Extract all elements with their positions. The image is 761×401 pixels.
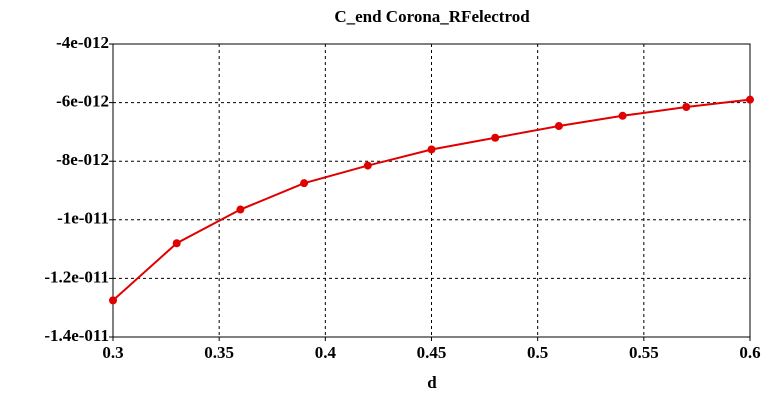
x-tick-label: 0.5 [527, 343, 548, 362]
y-tick-label: -1.2e-011 [44, 267, 109, 286]
data-point [746, 95, 754, 104]
data-point [554, 122, 563, 131]
data-point [236, 205, 245, 214]
data-point [427, 145, 436, 154]
y-tick-label: -1.4e-011 [44, 326, 109, 345]
y-tick-label: -6e-012 [56, 92, 109, 111]
data-point [300, 179, 309, 188]
x-tick-label: 0.6 [739, 343, 760, 362]
plot-frame [112, 43, 751, 338]
data-point [172, 239, 181, 248]
x-tick-label: 0.35 [204, 343, 234, 362]
y-tick-label: -4e-012 [56, 33, 109, 52]
x-tick-label: 0.45 [417, 343, 447, 362]
y-tick-label: -1e-011 [57, 209, 109, 228]
data-point [363, 161, 372, 170]
x-tick-label: 0.4 [315, 343, 337, 362]
data-point [682, 102, 691, 111]
y-tick-label: -8e-012 [56, 150, 109, 169]
data-point [618, 111, 627, 120]
data-point [109, 296, 117, 305]
chart-title: C_end Corona_RFelectrod [334, 7, 530, 26]
data-point [491, 133, 500, 142]
x-tick-label: 0.3 [102, 343, 123, 362]
x-axis-label: d [427, 373, 437, 392]
x-tick-label: 0.55 [629, 343, 659, 362]
